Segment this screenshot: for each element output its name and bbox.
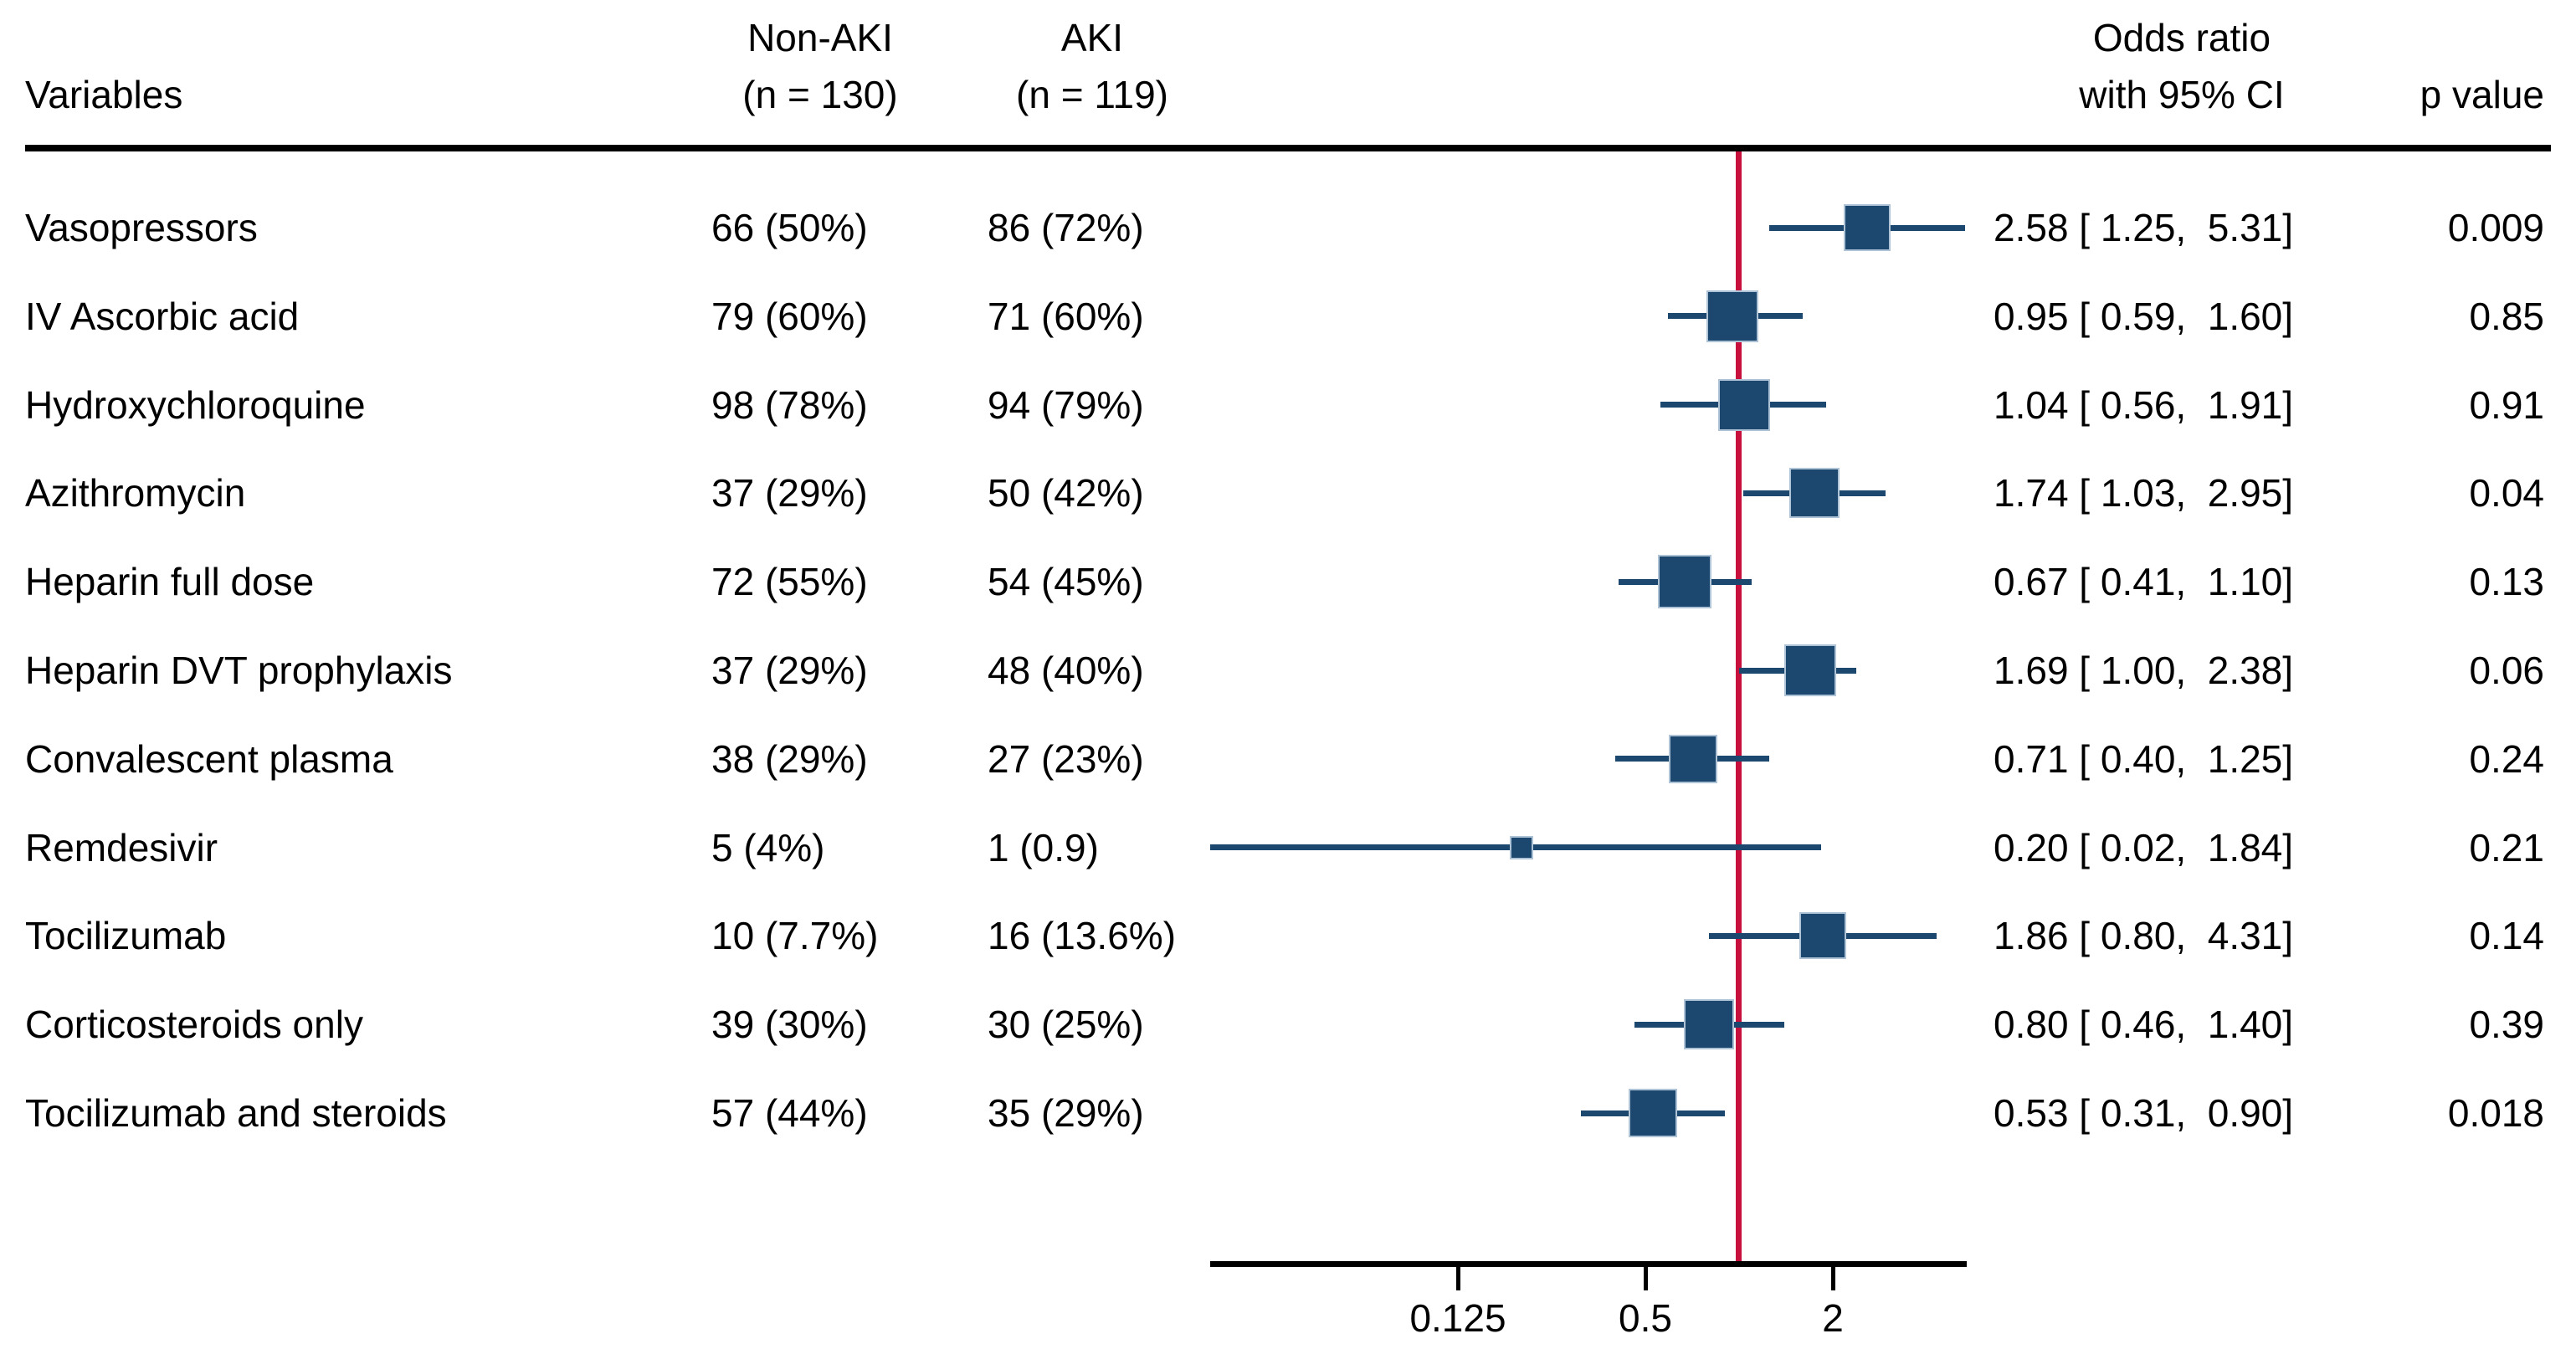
row-variable-label: Tocilizumab: [25, 914, 227, 958]
row-nonaki-value: 39 (30%): [711, 1003, 868, 1047]
row-p-value: 0.21: [2469, 825, 2544, 869]
or-point-marker: [1783, 644, 1836, 696]
row-aki-value: 48 (40%): [988, 649, 1144, 692]
x-axis-tick: [1830, 1264, 1835, 1290]
row-or-ci-label: 0.67 [ 0.41, 1.10]: [1994, 560, 2294, 604]
column-header-variables: Variables: [25, 73, 183, 116]
row-or-ci-label: 1.86 [ 0.80, 4.31]: [1994, 914, 2294, 958]
column-header-p-value: p value: [2419, 73, 2544, 116]
or-point-marker: [1658, 555, 1712, 609]
row-nonaki-value: 72 (55%): [711, 560, 868, 604]
row-aki-value: 1 (0.9): [988, 825, 1099, 869]
or-point-marker: [1718, 378, 1771, 431]
column-header-aki-line1: AKI: [1060, 16, 1124, 59]
row-or-ci-label: 1.04 [ 0.56, 1.91]: [1994, 382, 2294, 427]
row-aki-value: 54 (45%): [988, 560, 1144, 604]
row-aki-value: 94 (79%): [988, 382, 1144, 427]
row-aki-value: 86 (72%): [988, 206, 1144, 249]
or-point-marker: [1844, 204, 1891, 251]
or-point-marker: [1668, 734, 1717, 783]
or-point-marker: [1509, 835, 1533, 859]
column-header-odds-ratio-line1: Odds ratio: [2092, 16, 2271, 59]
row-nonaki-value: 57 (44%): [711, 1091, 868, 1135]
column-header-nonaki-line1: Non-AKI: [747, 16, 893, 59]
row-aki-value: 50 (42%): [988, 471, 1144, 515]
row-variable-label: Convalescent plasma: [25, 736, 393, 781]
row-variable-label: Corticosteroids only: [25, 1003, 363, 1047]
row-nonaki-value: 5 (4%): [711, 825, 825, 869]
row-nonaki-value: 98 (78%): [711, 382, 868, 427]
row-aki-value: 35 (29%): [988, 1091, 1144, 1135]
row-or-ci-label: 0.95 [ 0.59, 1.60]: [1994, 294, 2294, 338]
or-point-marker: [1788, 468, 1840, 519]
row-p-value: 0.91: [2469, 382, 2544, 427]
row-nonaki-value: 37 (29%): [711, 471, 868, 515]
or-point-marker: [1706, 290, 1758, 342]
x-axis-tick: [1643, 1264, 1648, 1290]
row-or-ci-label: 0.53 [ 0.31, 0.90]: [1994, 1091, 2294, 1135]
row-aki-value: 30 (25%): [988, 1003, 1144, 1047]
row-aki-value: 71 (60%): [988, 294, 1144, 338]
header-rule: [25, 145, 2551, 151]
row-aki-value: 27 (23%): [988, 736, 1144, 781]
row-variable-label: Tocilizumab and steroids: [25, 1091, 447, 1135]
row-p-value: 0.04: [2469, 471, 2544, 515]
x-axis-tick-label: 0.125: [1409, 1296, 1506, 1340]
row-or-ci-label: 1.69 [ 1.00, 2.38]: [1994, 649, 2294, 692]
row-nonaki-value: 10 (7.7%): [711, 914, 879, 958]
or-point-marker: [1629, 1089, 1678, 1137]
reference-line-or-1: [1736, 151, 1742, 1264]
row-p-value: 0.14: [2469, 914, 2544, 958]
x-axis-tick: [1455, 1264, 1460, 1290]
row-p-value: 0.009: [2447, 206, 2544, 249]
row-or-ci-label: 1.74 [ 1.03, 2.95]: [1994, 471, 2294, 515]
row-or-ci-label: 0.80 [ 0.46, 1.40]: [1994, 1003, 2294, 1047]
row-nonaki-value: 66 (50%): [711, 206, 868, 249]
row-nonaki-value: 37 (29%): [711, 649, 868, 692]
row-or-ci-label: 0.71 [ 0.40, 1.25]: [1994, 736, 2294, 781]
row-p-value: 0.13: [2469, 560, 2544, 604]
row-or-ci-label: 2.58 [ 1.25, 5.31]: [1994, 206, 2294, 249]
row-p-value: 0.85: [2469, 294, 2544, 338]
row-variable-label: Vasopressors: [25, 206, 258, 249]
column-header-odds-ratio-line2: with 95% CI: [2079, 73, 2285, 116]
row-nonaki-value: 79 (60%): [711, 294, 868, 338]
x-axis-line: [1210, 1261, 1967, 1267]
row-variable-label: Azithromycin: [25, 471, 246, 515]
column-header-nonaki-line2: (n = 130): [742, 73, 898, 116]
row-variable-label: Remdesivir: [25, 825, 218, 869]
row-variable-label: Heparin DVT prophylaxis: [25, 649, 453, 692]
row-p-value: 0.06: [2469, 649, 2544, 692]
column-header-aki-line2: (n = 119): [1016, 73, 1168, 116]
row-variable-label: IV Ascorbic acid: [25, 294, 300, 338]
row-p-value: 0.39: [2469, 1003, 2544, 1047]
row-aki-value: 16 (13.6%): [988, 914, 1177, 958]
x-axis-tick-label: 0.5: [1619, 1296, 1672, 1340]
row-variable-label: Hydroxychloroquine: [25, 382, 366, 427]
or-point-marker: [1799, 912, 1847, 960]
or-point-marker: [1683, 999, 1734, 1050]
row-p-value: 0.018: [2447, 1091, 2544, 1135]
row-variable-label: Heparin full dose: [25, 560, 315, 604]
row-p-value: 0.24: [2469, 736, 2544, 781]
row-nonaki-value: 38 (29%): [711, 736, 868, 781]
row-or-ci-label: 0.20 [ 0.02, 1.84]: [1994, 825, 2294, 869]
x-axis-tick-label: 2: [1822, 1296, 1844, 1340]
